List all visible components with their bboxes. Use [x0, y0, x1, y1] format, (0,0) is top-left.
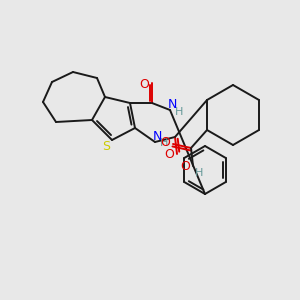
Text: S: S [102, 140, 110, 154]
Text: N: N [167, 98, 177, 112]
Text: H: H [195, 168, 203, 178]
Text: N: N [152, 130, 162, 142]
Text: H: H [160, 138, 168, 148]
Text: O: O [180, 160, 190, 173]
Text: O: O [160, 136, 170, 149]
Text: O: O [164, 148, 174, 161]
Text: O: O [139, 77, 149, 91]
Text: H: H [175, 107, 183, 117]
